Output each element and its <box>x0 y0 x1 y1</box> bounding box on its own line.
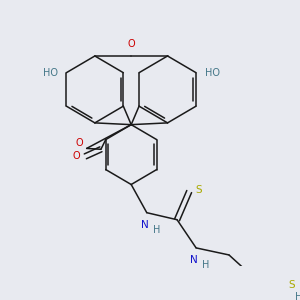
Text: HO: HO <box>43 68 58 78</box>
Text: O: O <box>73 151 80 161</box>
Text: H: H <box>295 292 300 300</box>
Text: N: N <box>190 255 198 265</box>
Text: H: H <box>202 260 209 270</box>
Text: N: N <box>141 220 149 230</box>
Text: O: O <box>76 138 83 148</box>
Text: HO: HO <box>205 68 220 78</box>
Text: S: S <box>195 185 202 195</box>
Text: H: H <box>153 225 160 235</box>
Text: O: O <box>128 39 135 49</box>
Text: S: S <box>289 280 295 290</box>
